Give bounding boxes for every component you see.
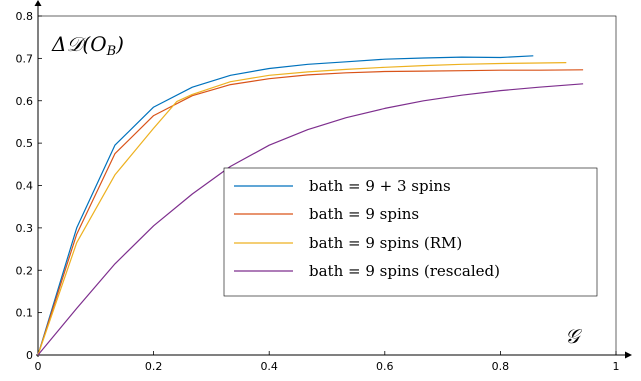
x-tick-label: 0.2	[145, 360, 163, 373]
x-tick-label: 0.4	[260, 360, 278, 373]
y-tick-label: 0.7	[16, 52, 34, 65]
y-tick-label: 0.5	[16, 137, 34, 150]
x-tick-label: 1	[613, 360, 620, 373]
series-line-1	[37, 55, 534, 356]
series-group	[37, 55, 584, 356]
y-tick-label: 0.6	[16, 95, 34, 108]
legend-label-3: bath = 9 spins (RM)	[309, 234, 462, 252]
ticks: 0 0.2 0.4 0.6 0.8 1 0 0.1 0.2 0.3 0.4 0.5 0.6 0.7 0.8	[16, 10, 620, 373]
y-tick-label: 0	[26, 349, 33, 362]
legend: bath = 9 + 3 spins bath = 9 spins bath = 9…	[223, 167, 598, 297]
x-axis-label: 𝒢	[565, 324, 583, 348]
x-tick-label: 0.8	[492, 360, 510, 373]
series-line-3	[37, 62, 567, 356]
y-tick-label: 0.3	[16, 222, 34, 235]
x-tick-label: 0	[35, 360, 42, 373]
y-tick-label: 0.8	[16, 10, 34, 23]
series-line-2	[37, 69, 584, 356]
y-tick-label: 0.2	[16, 264, 34, 277]
y-tick-label: 0.1	[16, 307, 34, 320]
y-tick-label: 0.4	[16, 180, 34, 193]
legend-label-1: bath = 9 + 3 spins	[309, 177, 451, 195]
legend-box	[223, 167, 598, 297]
legend-label-2: bath = 9 spins	[309, 205, 419, 223]
legend-label-4: bath = 9 spins (rescaled)	[309, 262, 500, 280]
x-axis-arrowhead	[625, 351, 632, 359]
series-line-4	[37, 83, 584, 356]
y-axis-label: Δ𝒟(OB)	[51, 32, 124, 59]
x-tick-label: 0.6	[376, 360, 394, 373]
y-axis-arrowhead	[34, 0, 42, 6]
